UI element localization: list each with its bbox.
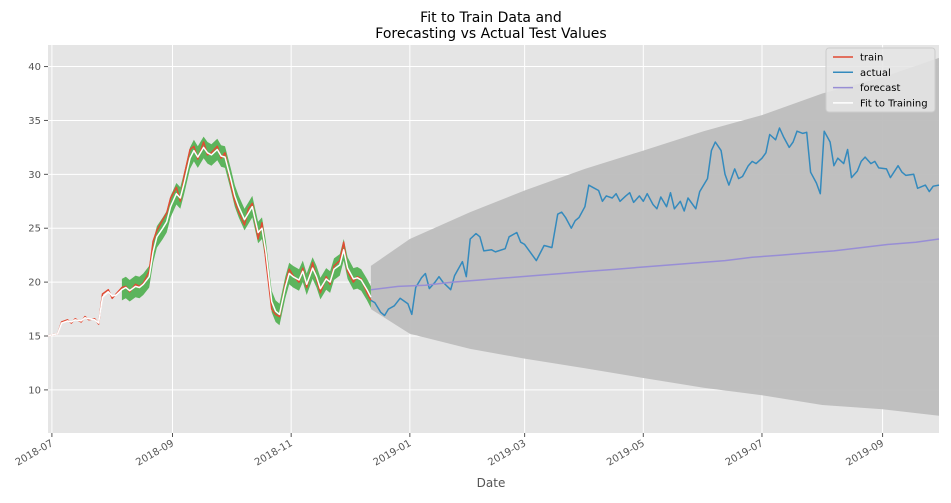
x-tick-label: 2019-07: [724, 438, 766, 468]
x-tick-label: 2018-11: [253, 438, 295, 468]
forecast-confidence-band: [370, 57, 939, 416]
legend-box: [825, 47, 936, 113]
y-axis-ticks: 10 15 20 25 30 35 40: [28, 62, 48, 396]
legend-label: Fit to Training: [860, 98, 928, 109]
y-tick-label: 15: [28, 332, 41, 343]
x-tick-label: 2019-01: [372, 438, 414, 468]
series-line-forecast: [370, 238, 940, 291]
x-axis-ticks: 2018-07 2018-09 2018-11 2019-01 2019-03 2019-…: [14, 433, 886, 468]
legend: train actual forecast Fit to Training: [825, 47, 936, 113]
x-tick-label: 2019-05: [605, 438, 647, 468]
legend-label: forecast: [860, 83, 901, 94]
x-axis-label: Date: [477, 476, 506, 490]
legend-label: train: [860, 53, 883, 64]
x-tick-label: 2019-09: [844, 438, 886, 468]
y-tick-label: 30: [28, 170, 41, 181]
chart-title-line-2: Forecasting vs Actual Test Values: [375, 26, 606, 42]
x-tick-label: 2018-07: [14, 438, 56, 468]
y-tick-label: 20: [28, 278, 41, 289]
chart-title-line-1: Fit to Train Data and: [420, 10, 562, 26]
y-tick-label: 40: [28, 62, 41, 73]
series-line-actual: [370, 127, 940, 317]
legend-label: actual: [860, 68, 891, 79]
y-tick-label: 25: [28, 224, 41, 235]
x-tick-label: 2018-09: [134, 438, 176, 468]
y-tick-label: 35: [28, 116, 41, 127]
x-tick-label: 2019-03: [486, 438, 528, 468]
y-tick-label: 10: [28, 385, 41, 396]
series-line-fit-to-training: [47, 146, 372, 337]
series-layer: [47, 127, 940, 337]
